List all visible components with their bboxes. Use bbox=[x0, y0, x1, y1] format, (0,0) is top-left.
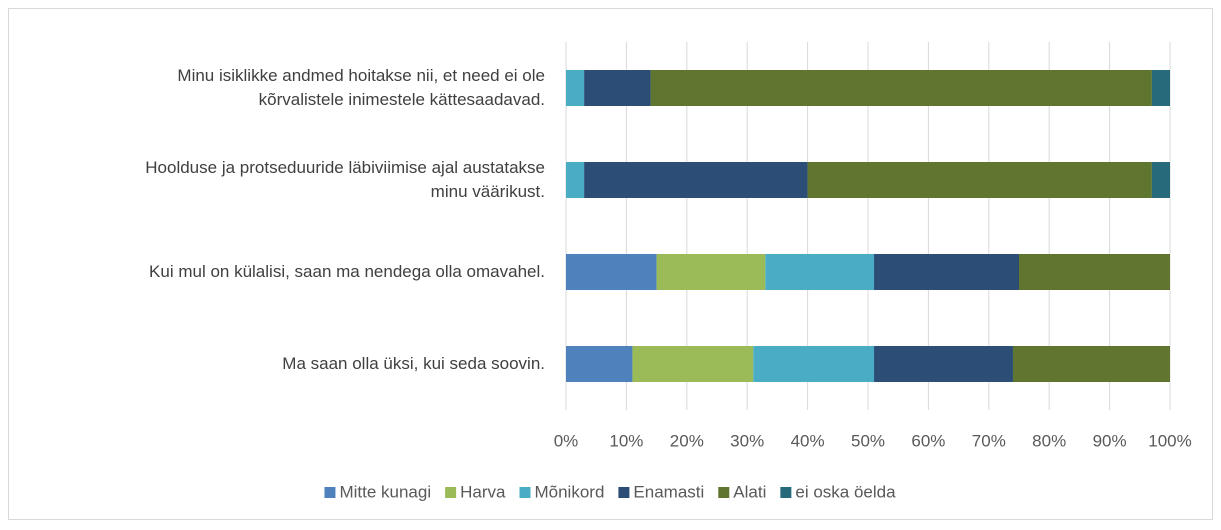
bar-segment bbox=[1012, 346, 1170, 382]
bar-segment bbox=[807, 162, 1152, 198]
x-tick-label: 50% bbox=[851, 431, 885, 450]
bar-segment bbox=[566, 162, 585, 198]
y-tick-label: Kui mul on külalisi, saan ma nendega oll… bbox=[149, 262, 545, 281]
legend-label: Harva bbox=[460, 482, 506, 501]
bar-segment bbox=[1151, 162, 1170, 198]
x-tick-label: 80% bbox=[1032, 431, 1066, 450]
legend-swatch bbox=[445, 487, 457, 498]
bar-segment bbox=[566, 346, 633, 382]
legend-swatch bbox=[324, 487, 336, 498]
legend-label: Enamasti bbox=[633, 482, 704, 501]
legend-label: Mitte kunagi bbox=[339, 482, 431, 501]
bar-segment bbox=[1019, 254, 1170, 290]
x-tick-label: 60% bbox=[911, 431, 945, 450]
x-tick-label: 0% bbox=[554, 431, 579, 450]
legend-label: Mõnikord bbox=[534, 482, 604, 501]
bar-segment bbox=[584, 70, 651, 106]
legend-label: Alati bbox=[733, 482, 766, 501]
legend-label: ei oska öelda bbox=[795, 482, 896, 501]
bar-segment bbox=[1151, 70, 1170, 106]
bar-segment bbox=[874, 346, 1013, 382]
y-tick-label: Ma saan olla üksi, kui seda soovin. bbox=[282, 354, 545, 373]
bar-segment bbox=[656, 254, 766, 290]
y-tick-label: Minu isiklikke andmed hoitakse nii, et n… bbox=[177, 66, 545, 109]
bar-segment bbox=[584, 162, 808, 198]
legend-swatch bbox=[519, 487, 531, 498]
bar-segment bbox=[874, 254, 1019, 290]
bar-segment bbox=[650, 70, 1152, 106]
x-tick-label: 30% bbox=[730, 431, 764, 450]
y-tick-label: Hoolduse ja protseduuride läbiviimise aj… bbox=[145, 158, 545, 201]
bar-segment bbox=[765, 254, 875, 290]
x-tick-label: 40% bbox=[791, 431, 825, 450]
x-tick-label: 90% bbox=[1093, 431, 1127, 450]
x-tick-label: 100% bbox=[1148, 431, 1191, 450]
bar-segment bbox=[753, 346, 875, 382]
x-tick-label: 10% bbox=[609, 431, 643, 450]
legend-swatch bbox=[718, 487, 730, 498]
x-tick-label: 70% bbox=[972, 431, 1006, 450]
bar-segment bbox=[632, 346, 754, 382]
legend-swatch bbox=[780, 487, 792, 498]
bar-segment bbox=[566, 254, 657, 290]
bar-segment bbox=[566, 70, 585, 106]
legend-swatch bbox=[618, 487, 630, 498]
x-tick-label: 20% bbox=[670, 431, 704, 450]
